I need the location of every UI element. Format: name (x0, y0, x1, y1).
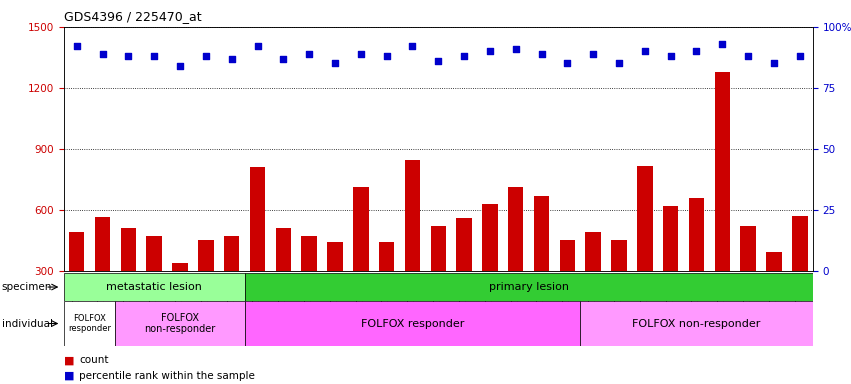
Bar (64, 301, 116, 346)
Bar (792, 216, 808, 271)
Bar (94, 217, 111, 271)
Bar (740, 226, 756, 271)
Bar (198, 240, 214, 271)
Point (354, 51, 368, 57)
Bar (146, 236, 162, 271)
Text: FOLFOX
non-responder: FOLFOX non-responder (145, 313, 215, 334)
Bar (637, 166, 653, 271)
Bar (508, 187, 523, 271)
Text: metastatic lesion: metastatic lesion (106, 282, 203, 292)
Text: FOLFOX
responder: FOLFOX responder (68, 314, 111, 333)
Point (302, 51, 316, 57)
Bar (663, 206, 678, 271)
Text: GDS4396 / 225470_at: GDS4396 / 225470_at (64, 10, 202, 23)
Text: ■: ■ (64, 355, 74, 365)
Text: FOLFOX responder: FOLFOX responder (361, 318, 464, 329)
Point (483, 48, 497, 55)
Point (793, 53, 807, 59)
Bar (431, 226, 446, 271)
Point (147, 53, 161, 59)
Bar (116, 301, 244, 346)
Bar (715, 71, 730, 271)
Text: specimen: specimen (2, 282, 52, 292)
Point (741, 53, 755, 59)
Point (199, 53, 213, 59)
Point (612, 60, 625, 66)
Point (251, 43, 265, 50)
Point (509, 46, 523, 52)
Bar (688, 197, 705, 271)
Bar (534, 195, 549, 271)
Bar (121, 228, 136, 271)
Bar (353, 187, 368, 271)
Bar (244, 273, 813, 301)
Bar (585, 232, 601, 271)
Text: ■: ■ (64, 371, 74, 381)
Point (586, 51, 600, 57)
Bar (224, 236, 239, 271)
Point (457, 53, 471, 59)
Bar (580, 301, 813, 346)
Text: count: count (79, 355, 109, 365)
Point (122, 53, 135, 59)
Point (225, 56, 238, 62)
Bar (379, 242, 394, 271)
Point (534, 51, 548, 57)
Point (767, 60, 780, 66)
Text: percentile rank within the sample: percentile rank within the sample (79, 371, 255, 381)
Point (716, 41, 729, 47)
Text: individual: individual (2, 318, 53, 329)
Bar (249, 167, 266, 271)
Bar (244, 301, 580, 346)
Bar (301, 236, 317, 271)
Bar (560, 240, 575, 271)
Point (328, 60, 342, 66)
Bar (405, 160, 420, 271)
Point (380, 53, 393, 59)
Point (689, 48, 703, 55)
Bar (611, 240, 627, 271)
Bar (483, 204, 498, 271)
Bar (172, 263, 188, 271)
Point (664, 53, 677, 59)
Bar (276, 228, 291, 271)
Text: primary lesion: primary lesion (488, 282, 568, 292)
Bar (766, 252, 782, 271)
Text: FOLFOX non-responder: FOLFOX non-responder (632, 318, 761, 329)
Point (638, 48, 652, 55)
Bar (64, 273, 244, 301)
Point (277, 56, 290, 62)
Point (561, 60, 574, 66)
Point (431, 58, 445, 64)
Point (70, 43, 83, 50)
Bar (328, 242, 343, 271)
Point (96, 51, 110, 57)
Point (174, 63, 187, 69)
Point (406, 43, 420, 50)
Bar (69, 232, 84, 271)
Bar (456, 218, 471, 271)
